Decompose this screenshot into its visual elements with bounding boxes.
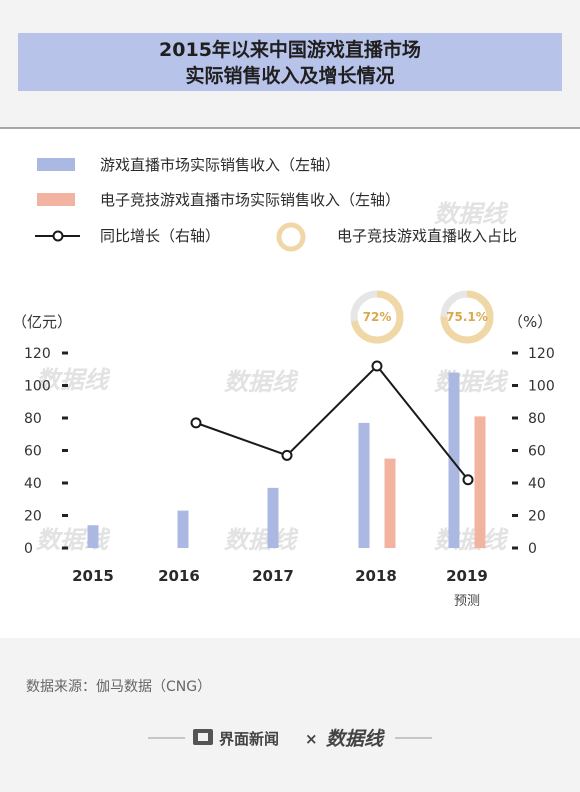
chart-panel bbox=[0, 128, 580, 638]
growth-point-2017 bbox=[281, 449, 293, 461]
jiemian-logo-icon-inner bbox=[198, 733, 208, 741]
share-donut-arc-2018 bbox=[350, 290, 404, 344]
y-right-tick-label: 60 bbox=[528, 444, 546, 460]
y-right-axis: 0 20 40 60 80 100 120 bbox=[512, 346, 555, 557]
bar-revenue-2018 bbox=[358, 422, 370, 548]
legend-donut-share bbox=[276, 222, 306, 252]
y-left-tick-mark bbox=[62, 514, 68, 517]
growth-line-series bbox=[190, 360, 474, 486]
legend-label-share: 电子竞技游戏直播收入占比 bbox=[337, 227, 517, 245]
growth-line bbox=[195, 364, 469, 481]
watermark-text: 数据线 bbox=[224, 526, 299, 554]
share-donut-arc-2019 bbox=[440, 290, 494, 344]
bar-revenue-2015 bbox=[87, 525, 99, 548]
y-left-tick-label: 100 bbox=[24, 379, 51, 395]
y-right-tick-label: 120 bbox=[528, 346, 555, 362]
y-right-tick-mark bbox=[512, 514, 518, 517]
y-left-tick-label: 40 bbox=[24, 476, 42, 492]
y-right-tick-label: 100 bbox=[528, 379, 555, 395]
x-tick-label-2017: 2017 bbox=[252, 567, 294, 585]
y-left-tick-label: 20 bbox=[24, 509, 42, 525]
growth-point-2016 bbox=[190, 417, 202, 429]
y-left-tick-mark bbox=[62, 546, 68, 550]
x-tick-label-2016: 2016 bbox=[158, 567, 200, 585]
y-left-tick-label: 120 bbox=[24, 346, 51, 362]
share-donut-label-2019: 75.1% bbox=[446, 310, 488, 324]
y-right-tick-label: 40 bbox=[528, 476, 546, 492]
share-donut-label-2018: 72% bbox=[363, 310, 392, 324]
y-left-tick-label: 0 bbox=[24, 541, 33, 557]
legend-swatch-esports bbox=[37, 193, 75, 206]
title-band-notch bbox=[18, 26, 108, 33]
watermark-text: 数据线 bbox=[434, 368, 509, 396]
y-left-tick-mark bbox=[62, 449, 68, 452]
bar-series bbox=[87, 372, 486, 548]
y-right-tick-label: 20 bbox=[528, 509, 546, 525]
brand-jiemian: 界面新闻 bbox=[219, 730, 279, 748]
watermark-text: 数据线 bbox=[434, 200, 509, 228]
growth-point-2018 bbox=[371, 360, 383, 372]
data-source: 数据来源：伽马数据（CNG） bbox=[26, 679, 211, 695]
chart-title-line1: 2015年以来中国游戏直播市场 bbox=[159, 38, 421, 61]
watermark-text: 数据线 bbox=[434, 526, 509, 554]
y-right-tick-mark bbox=[512, 481, 518, 485]
x-tick-label-2019: 2019 bbox=[446, 567, 488, 585]
y-left-tick-label: 80 bbox=[24, 411, 42, 427]
y-left-unit: （亿元） bbox=[12, 313, 72, 331]
bar-revenue-2019 bbox=[448, 372, 460, 548]
legend-label-revenue: 游戏直播市场实际销售收入（左轴） bbox=[100, 156, 340, 174]
y-left-tick-mark bbox=[62, 351, 68, 355]
legend-label-growth: 同比增长（右轴） bbox=[100, 227, 220, 245]
growth-point-2019 bbox=[462, 474, 474, 486]
chart-title-line2: 实际销售收入及增长情况 bbox=[185, 64, 394, 87]
legend-label-esports: 电子竞技游戏直播市场实际销售收入（左轴） bbox=[100, 191, 400, 209]
bar-revenue-2016 bbox=[177, 510, 189, 548]
y-left-tick-mark bbox=[62, 384, 68, 387]
legend-marker-growth bbox=[52, 230, 64, 242]
x-tick-label-2015: 2015 bbox=[72, 567, 114, 585]
watermark-text: 数据线 bbox=[36, 366, 111, 394]
watermark-text: 数据线 bbox=[224, 368, 299, 396]
x-tick-label-2018: 2018 bbox=[355, 567, 397, 585]
brand-separator: × bbox=[305, 730, 318, 748]
y-left-tick-mark bbox=[62, 416, 68, 420]
y-left-tick-label: 60 bbox=[24, 444, 42, 460]
share-donuts: 72% 75.1% bbox=[350, 290, 494, 344]
bar-esports-2019 bbox=[474, 416, 486, 548]
y-right-tick-mark bbox=[512, 416, 518, 420]
x-sublabel-2019: 预测 bbox=[454, 594, 480, 609]
watermark-text: 数据线 bbox=[36, 526, 111, 554]
brand-datawire: 数据线 bbox=[326, 728, 385, 750]
y-right-tick-label: 80 bbox=[528, 411, 546, 427]
y-right-tick-mark bbox=[512, 449, 518, 452]
title-band bbox=[18, 33, 562, 91]
y-left-axis: 0 20 40 60 80 100 120 bbox=[24, 346, 68, 557]
y-right-tick-mark bbox=[512, 546, 518, 550]
legend-swatch-revenue bbox=[37, 158, 75, 171]
y-right-tick-mark bbox=[512, 384, 518, 387]
y-right-unit: （%） bbox=[508, 313, 552, 331]
bar-revenue-2017 bbox=[267, 487, 279, 548]
y-right-tick-label: 0 bbox=[528, 541, 537, 557]
bar-esports-2018 bbox=[384, 458, 396, 548]
y-left-tick-mark bbox=[62, 481, 68, 485]
y-right-tick-mark bbox=[512, 351, 518, 355]
x-axis-labels: 2015 2016 2017 2018 2019 预测 bbox=[72, 567, 488, 609]
